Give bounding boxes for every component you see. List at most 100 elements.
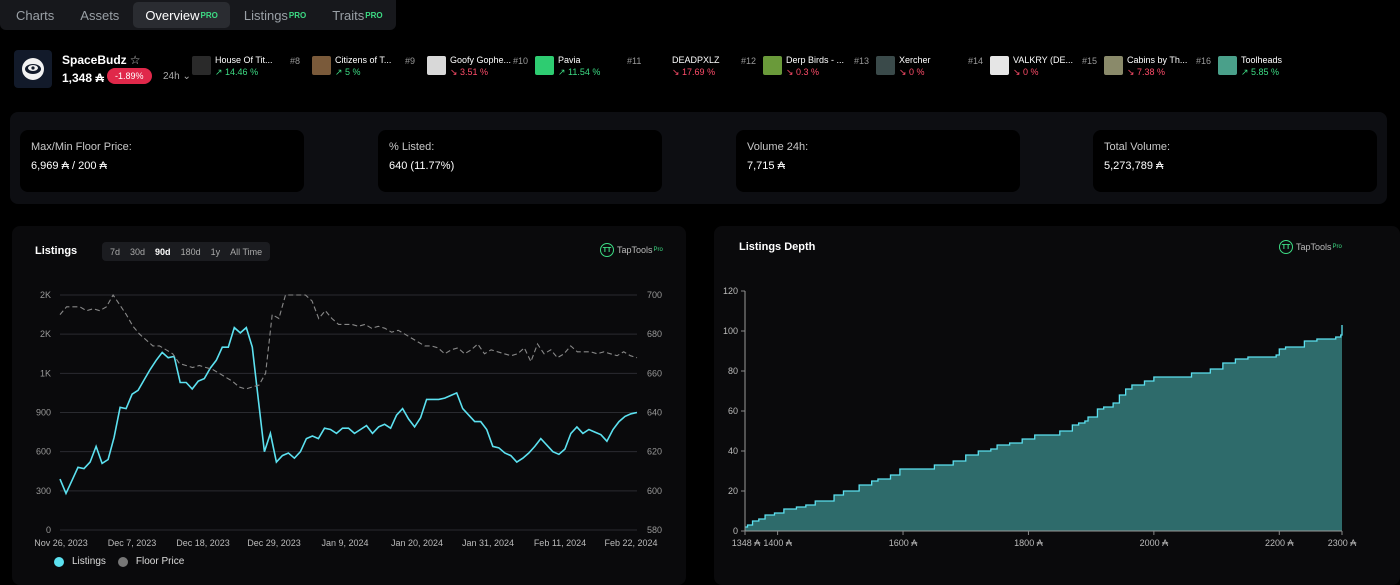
y-left-tick-label: 2K bbox=[40, 290, 51, 300]
mover-rank: #9 bbox=[405, 56, 416, 66]
pro-badge: PRO bbox=[288, 10, 307, 20]
depth-chart: 0 20 40 60 80 100 120 1348 ₳ 1400 ₳ 1600 ₳ 1800 ₳ 2… bbox=[723, 286, 1356, 548]
mover-change: ↘ 7.38 % bbox=[1127, 67, 1166, 77]
stat-label: Total Volume: bbox=[1104, 141, 1171, 153]
top-nav: Charts Assets Overview PRO Listings PRO Tr… bbox=[0, 0, 396, 30]
stats-panel: Max/Min Floor Price: 6,969 ₳ / 200 ₳ % L… bbox=[10, 112, 1387, 204]
y-right-tick-label: 700 bbox=[647, 290, 662, 300]
mover-rank: #15 bbox=[1082, 56, 1098, 66]
mover-change: ↗ 14.46 % bbox=[215, 67, 259, 77]
star-icon[interactable]: ☆ bbox=[129, 53, 141, 67]
legend-dot bbox=[117, 556, 128, 567]
y-tick-label: 20 bbox=[728, 486, 738, 496]
tab-overview[interactable]: Overview PRO bbox=[133, 2, 230, 28]
stat-card-total-volume: Total Volume: 5,273,789 ₳ bbox=[1093, 130, 1377, 192]
stat-card-listed: % Listed: 640 (11.77%) bbox=[378, 130, 662, 192]
mover-thumbnail bbox=[990, 56, 1009, 75]
mover-thumbnail bbox=[312, 56, 331, 75]
mover-rank: #16 bbox=[1196, 56, 1212, 66]
range-180d[interactable]: 180d bbox=[180, 246, 201, 257]
mover-rank: #13 bbox=[854, 56, 870, 66]
mover-thumbnail bbox=[1218, 56, 1237, 75]
mover-thumbnail bbox=[763, 56, 782, 75]
mover-name: Pavia bbox=[558, 55, 581, 65]
x-tick-label: Jan 20, 2024 bbox=[391, 538, 443, 548]
y-tick-label: 80 bbox=[728, 366, 738, 376]
brand-name: TapTools bbox=[617, 245, 653, 255]
collection-logo bbox=[14, 50, 52, 88]
legend-label: Floor Price bbox=[135, 556, 185, 567]
y-right-tick-label: 660 bbox=[647, 368, 662, 378]
mover-rank: #8 bbox=[290, 56, 301, 66]
range-90d[interactable]: 90d bbox=[155, 246, 171, 257]
brand-sup: Pro bbox=[653, 247, 663, 253]
spacebudz-logo-icon bbox=[22, 58, 44, 80]
stat-value: 6,969 ₳ / 200 ₳ bbox=[31, 160, 107, 172]
tab-label: Listings bbox=[243, 7, 288, 23]
range-30d[interactable]: 30d bbox=[130, 246, 146, 257]
depth-line bbox=[745, 325, 1343, 528]
range-7d[interactable]: 7d bbox=[110, 246, 121, 257]
mover-name: House Of Tit... bbox=[215, 55, 273, 65]
y-left-tick-label: 300 bbox=[36, 486, 51, 496]
mover-thumbnail bbox=[427, 56, 446, 75]
y-left-tick-label: 2K bbox=[40, 329, 51, 339]
range-all-time[interactable]: All Time bbox=[230, 246, 263, 257]
mover-name: Xercher bbox=[899, 55, 931, 65]
mover-name: Derp Birds - ... bbox=[786, 55, 845, 65]
stat-card-floor: Max/Min Floor Price: 6,969 ₳ / 200 ₳ bbox=[20, 130, 304, 192]
mover-rank: #10 bbox=[513, 56, 529, 66]
brand-name: TapTools bbox=[1296, 242, 1332, 252]
x-tick-label: Dec 29, 2023 bbox=[247, 538, 301, 548]
y-left-tick-label: 900 bbox=[36, 408, 51, 418]
mover-rank: #12 bbox=[741, 56, 757, 66]
taptools-logo-icon: TT bbox=[1279, 240, 1293, 254]
tab-listings[interactable]: Listings PRO bbox=[232, 2, 318, 28]
stat-label: Max/Min Floor Price: bbox=[31, 141, 132, 153]
listings-panel: Listings 7d 30d 90d 180d 1y All Time TT … bbox=[12, 226, 686, 585]
y-tick-label: 100 bbox=[723, 326, 738, 336]
legend-item-listings[interactable]: Listings bbox=[54, 556, 106, 567]
mover-name: Goofy Gophe... bbox=[450, 55, 512, 65]
x-tick-label: Feb 22, 2024 bbox=[604, 538, 657, 548]
mover-change: ↗ 5 % bbox=[335, 67, 361, 77]
tab-label: Traits bbox=[332, 7, 365, 23]
mover-change: ↗ 11.54 % bbox=[558, 67, 601, 77]
y-right-tick-label: 600 bbox=[647, 486, 662, 496]
y-right-tick-label: 680 bbox=[647, 329, 662, 339]
legend-item-floor-price[interactable]: Floor Price bbox=[117, 556, 185, 567]
x-tick-label: Dec 7, 2023 bbox=[108, 538, 157, 548]
mover-name: Toolheads bbox=[1241, 55, 1283, 65]
mover-name: VALKRY (DE... bbox=[1013, 55, 1074, 65]
pro-badge: PRO bbox=[365, 10, 383, 20]
range-1y[interactable]: 1y bbox=[210, 246, 221, 257]
taptools-brand: TT TapTools Pro bbox=[1279, 240, 1342, 254]
mover-change: ↘ 0 % bbox=[899, 67, 925, 77]
stat-card-volume-24h: Volume 24h: 7,715 ₳ bbox=[736, 130, 1020, 192]
mover-change: ↘ 0.3 % bbox=[786, 67, 820, 77]
y-left-tick-label: 1K bbox=[40, 368, 51, 378]
collection-name[interactable]: SpaceBudz ☆ bbox=[62, 53, 140, 67]
mover-name: Citizens of T... bbox=[335, 55, 392, 65]
listings-title: Listings bbox=[35, 245, 78, 257]
floor-price-series-line bbox=[59, 293, 638, 390]
tab-assets[interactable]: Assets bbox=[68, 2, 131, 28]
y-right-tick-label: 640 bbox=[647, 408, 662, 418]
tab-traits[interactable]: Traits PRO bbox=[320, 2, 394, 28]
mover-change: ↗ 5.85 % bbox=[1241, 67, 1280, 77]
mover-thumbnail bbox=[876, 56, 895, 75]
y-right-tick-label: 620 bbox=[647, 447, 662, 457]
period-label: 24h bbox=[163, 71, 180, 82]
tab-charts[interactable]: Charts bbox=[4, 2, 66, 28]
range-selector: 7d 30d 90d 180d 1y All Time bbox=[102, 242, 271, 261]
depth-area bbox=[745, 325, 1342, 531]
price-change-badge: -1.89% bbox=[107, 68, 152, 84]
collection-price: 1,348 ₳ bbox=[62, 71, 105, 85]
x-tick-label: 2200 ₳ bbox=[1265, 538, 1294, 548]
period-select[interactable]: 24h ⌄ bbox=[163, 71, 191, 82]
stat-label: % Listed: bbox=[389, 141, 435, 153]
listings-chart: 0 580 300 600 600 620 900 640 1K 660 2K 680 2K 700 Nov… bbox=[34, 290, 662, 548]
x-tick-label: 1348 ₳ bbox=[732, 538, 761, 548]
stat-value: 5,273,789 ₳ bbox=[1104, 160, 1164, 172]
mover-thumbnail bbox=[1104, 56, 1123, 75]
